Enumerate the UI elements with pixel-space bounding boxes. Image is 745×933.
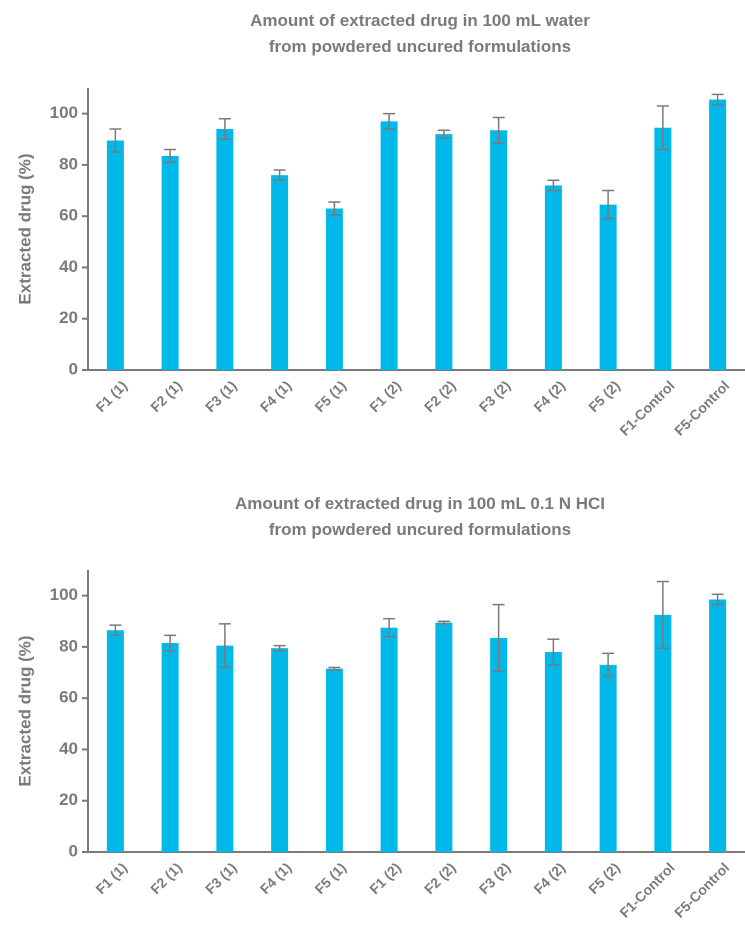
error-bar xyxy=(437,129,450,139)
x-tick-label: F2 (1) xyxy=(147,377,185,415)
x-tick-label: F5 (1) xyxy=(311,859,349,897)
y-tick-label: 40 xyxy=(59,257,78,276)
bar xyxy=(325,668,343,852)
bar xyxy=(271,648,289,852)
bar xyxy=(544,652,562,852)
x-tick-label: F5-Control xyxy=(671,859,732,920)
x-tick-label: F1 (1) xyxy=(92,377,130,415)
error-bar xyxy=(328,666,341,671)
x-tick-label: F1 (2) xyxy=(366,859,404,897)
y-tick-label: 100 xyxy=(50,585,78,604)
bar xyxy=(709,99,727,370)
error-bar xyxy=(656,105,669,151)
error-bar xyxy=(711,93,724,106)
bar xyxy=(161,155,179,370)
x-tick-label: F5 (2) xyxy=(585,859,623,897)
y-tick-label: 80 xyxy=(59,636,78,655)
bar xyxy=(216,129,234,370)
bar xyxy=(380,627,398,852)
x-tick-label: F4 (1) xyxy=(257,377,295,415)
bar xyxy=(544,185,562,370)
error-bar xyxy=(437,620,450,625)
error-bar xyxy=(164,148,177,164)
y-tick-label: 20 xyxy=(59,308,78,327)
bar xyxy=(435,134,453,370)
error-bar xyxy=(711,593,724,606)
bar xyxy=(654,614,672,852)
x-tick-label: F3 (2) xyxy=(476,377,514,415)
x-tick-label: F2 (2) xyxy=(421,859,459,897)
x-tick-label: F3 (1) xyxy=(202,377,240,415)
bar xyxy=(216,645,234,852)
error-bar xyxy=(218,623,231,669)
bar xyxy=(161,643,179,852)
x-tick-label: F1-Control xyxy=(616,859,677,920)
x-tick-label: F4 (2) xyxy=(530,859,568,897)
y-tick-label: 60 xyxy=(59,206,78,225)
y-axis-label: Extracted drug (%) xyxy=(15,153,34,304)
x-tick-label: F5 (2) xyxy=(585,377,623,415)
x-tick-label: F1-Control xyxy=(616,377,677,438)
error-bar xyxy=(109,128,122,153)
bar xyxy=(106,630,124,852)
chart-water: Amount of extracted drug in 100 mL water… xyxy=(15,11,745,439)
y-tick-label: 80 xyxy=(59,154,78,173)
x-tick-label: F1 (2) xyxy=(366,377,404,415)
bar xyxy=(435,622,453,852)
x-tick-label: F2 (1) xyxy=(147,859,185,897)
error-bar xyxy=(164,634,177,652)
y-tick-label: 0 xyxy=(69,841,78,860)
y-axis-label: Extracted drug (%) xyxy=(15,635,34,786)
bar xyxy=(106,140,124,370)
x-tick-label: F3 (2) xyxy=(476,859,514,897)
chart-title-line: Amount of extracted drug in 100 mL 0.1 N… xyxy=(235,494,605,513)
error-bar xyxy=(383,112,396,130)
error-bar xyxy=(218,118,231,141)
error-bar xyxy=(602,652,615,678)
error-bar xyxy=(492,603,505,673)
bar xyxy=(654,127,672,371)
error-bar xyxy=(273,644,286,652)
error-bar xyxy=(273,169,286,182)
x-tick-label: F3 (1) xyxy=(202,859,240,897)
bar xyxy=(380,121,398,370)
bar xyxy=(599,204,617,370)
y-tick-label: 0 xyxy=(69,359,78,378)
y-tick-label: 40 xyxy=(59,739,78,758)
bar xyxy=(599,664,617,852)
x-tick-label: F4 (1) xyxy=(257,859,295,897)
chart-title-line: from powdered uncured formulations xyxy=(269,520,571,539)
error-bar xyxy=(328,201,341,216)
bar xyxy=(490,130,508,370)
chart-hcl: Amount of extracted drug in 100 mL 0.1 N… xyxy=(15,494,745,921)
bar xyxy=(325,208,343,370)
x-tick-label: F1 (1) xyxy=(92,859,130,897)
error-bar xyxy=(547,179,560,192)
error-bar xyxy=(109,624,122,637)
y-tick-label: 20 xyxy=(59,790,78,809)
error-bar xyxy=(656,580,669,649)
bar xyxy=(709,599,727,852)
x-tick-label: F2 (2) xyxy=(421,377,459,415)
bar xyxy=(271,175,289,370)
error-bar xyxy=(547,638,560,666)
y-tick-label: 60 xyxy=(59,688,78,707)
chart-title-line: Amount of extracted drug in 100 mL water xyxy=(250,11,590,30)
bar xyxy=(490,637,508,852)
error-bar xyxy=(492,116,505,144)
x-tick-label: F4 (2) xyxy=(530,377,568,415)
chart-title-line: from powdered uncured formulations xyxy=(269,37,571,56)
y-tick-label: 100 xyxy=(50,103,78,122)
x-tick-label: F5 (1) xyxy=(311,377,349,415)
error-bar xyxy=(602,189,615,220)
error-bar xyxy=(383,617,396,638)
x-tick-label: F5-Control xyxy=(671,377,732,438)
